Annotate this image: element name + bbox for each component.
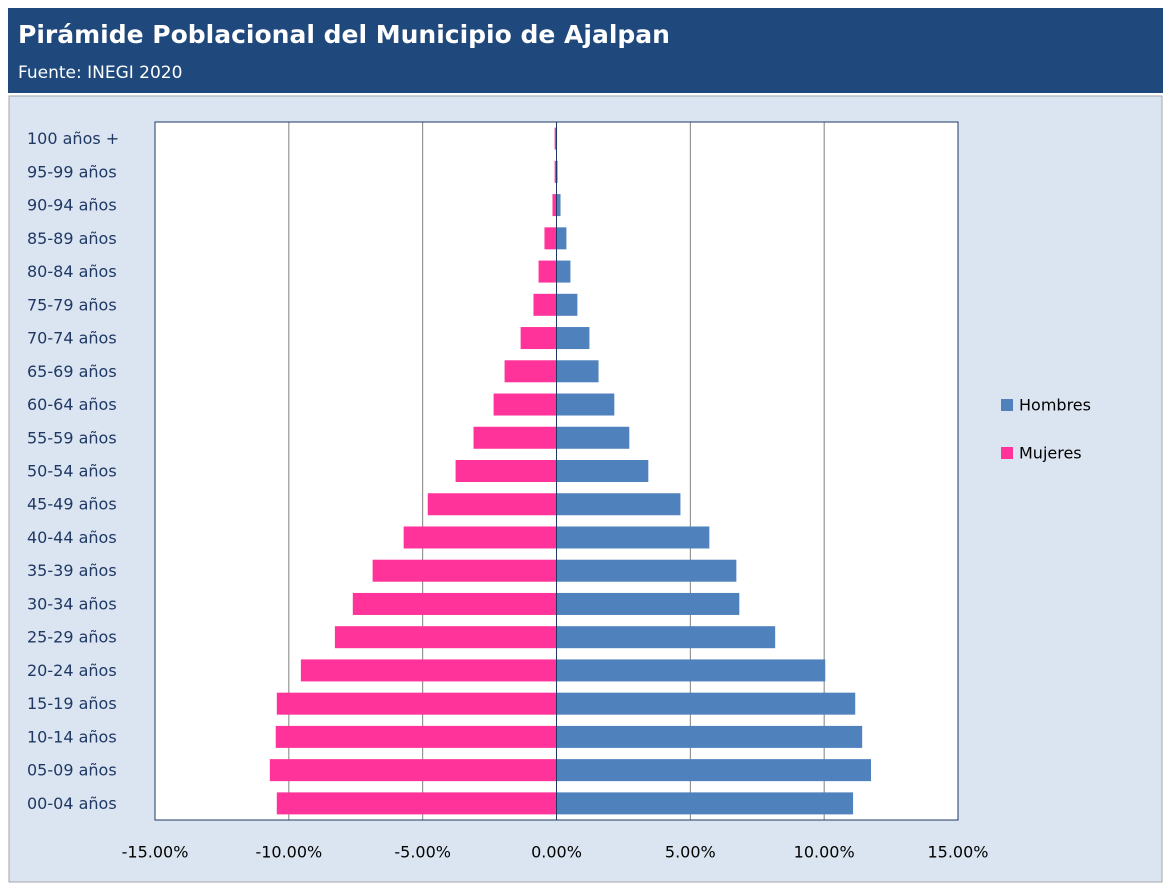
bar [556,493,681,516]
bar [556,725,863,748]
bar [552,194,557,217]
bar [493,393,557,416]
y-tick-label: 80-84 años [27,262,117,281]
legend-swatch [1001,447,1013,459]
x-tick-label: 10.00% [794,843,855,862]
bar [556,160,558,183]
bar [556,227,567,250]
bar [556,460,649,482]
y-tick-label: 45-49 años [27,495,117,514]
bar [538,260,557,283]
bar [556,426,630,449]
bar [372,559,557,582]
y-tick-label: 75-79 años [27,295,117,314]
plot-border [154,121,959,821]
y-tick-label: 95-99 años [27,162,117,181]
bar [403,526,557,549]
y-tick-label: 85-89 años [27,229,117,248]
header [8,8,1163,93]
bar [533,293,557,316]
bar [556,194,561,217]
x-tick-label: -15.00% [122,843,189,862]
chart-subtitle: Fuente: INEGI 2020 [18,63,182,83]
bar [556,526,710,549]
x-tick-label: -5.00% [394,843,451,862]
bar [520,327,557,350]
y-tick-label: 10-14 años [27,727,117,746]
bar [556,260,571,283]
y-tick-label: 50-54 años [27,462,117,481]
bar [300,659,557,682]
legend-label: Hombres [1019,396,1091,415]
y-tick-label: 30-34 años [27,594,117,613]
bar [556,327,590,350]
bar [544,227,557,250]
bar [276,792,557,815]
bar [556,792,854,815]
bar [473,426,557,449]
chart-title: Pirámide Poblacional del Municipio de Aj… [18,20,670,49]
y-tick-label: 15-19 años [27,694,117,713]
y-tick-label: 20-24 años [27,661,117,680]
bar [352,592,557,615]
bar [455,460,557,482]
x-tick-label: -10.00% [255,843,322,862]
bar [556,293,578,316]
y-tick-label: 60-64 años [27,395,117,414]
y-tick-label: 25-29 años [27,628,117,647]
x-tick-label: 0.00% [531,843,582,862]
bar [276,692,557,715]
bar [556,559,737,582]
bar [556,626,776,649]
legend-label: Mujeres [1019,444,1082,463]
y-tick-label: 100 años + [27,129,119,148]
bar [554,127,557,150]
y-tick-label: 55-59 años [27,428,117,447]
y-tick-label: 40-44 años [27,528,117,547]
bar [556,759,872,782]
bar [556,360,599,383]
bar [556,393,615,416]
y-tick-label: 90-94 años [27,196,117,215]
bar [334,626,557,649]
bar [556,692,856,715]
bar [554,160,557,183]
bar [504,360,557,383]
bar [556,659,826,682]
y-tick-label: 35-39 años [27,561,117,580]
legend-swatch [1001,399,1013,411]
y-tick-label: 05-09 años [27,761,117,780]
bar [269,759,557,782]
bar [556,592,740,615]
y-tick-label: 65-69 años [27,362,117,381]
x-tick-label: 5.00% [665,843,716,862]
x-tick-label: 15.00% [927,843,988,862]
y-tick-label: 70-74 años [27,329,117,348]
bar [275,725,557,748]
bar [427,493,557,516]
y-tick-label: 00-04 años [27,794,117,813]
